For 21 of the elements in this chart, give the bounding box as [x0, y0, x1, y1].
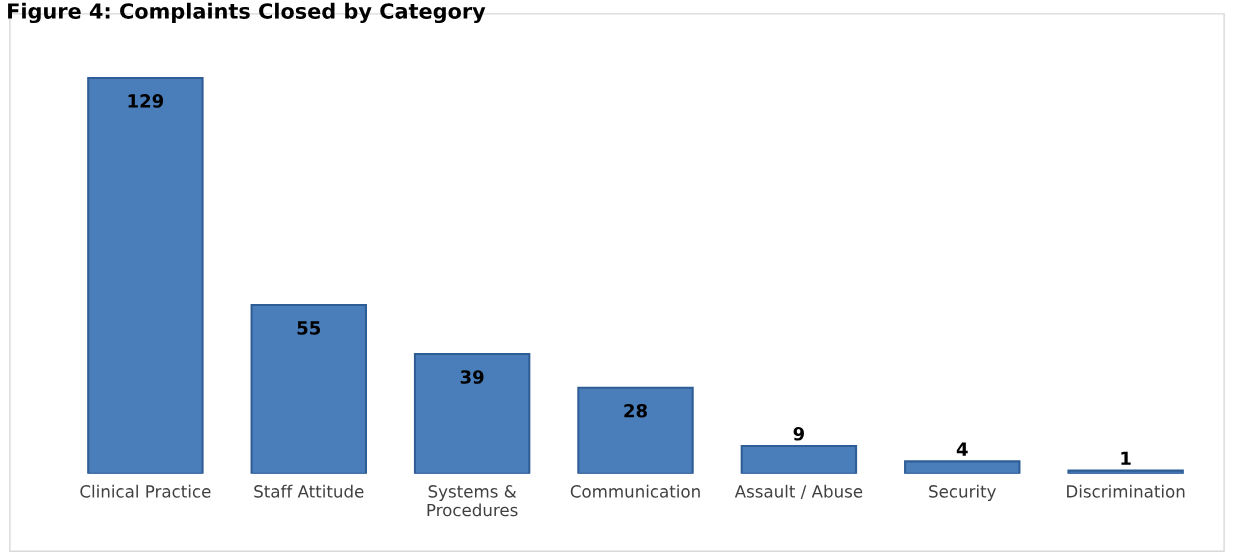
- bar: [250, 303, 367, 474]
- bar: [87, 76, 204, 474]
- data-label: 39: [460, 370, 484, 384]
- data-label: 4: [956, 442, 968, 456]
- chart-title: Figure 4: Complaints Closed by Category: [8, 2, 486, 24]
- x-tick-label: Systems & Procedures: [427, 485, 518, 517]
- x-tick-label: Assault / Abuse: [734, 484, 863, 499]
- data-label: 9: [793, 426, 805, 441]
- data-label: 1: [1121, 451, 1131, 465]
- bar: [904, 460, 1021, 474]
- x-tick-label: Security: [929, 484, 996, 501]
- data-label: 55: [297, 321, 321, 335]
- bar: [413, 353, 531, 474]
- bar: [740, 445, 858, 474]
- x-tick-label: Clinical Practice: [80, 484, 211, 498]
- bar: [577, 386, 694, 474]
- x-tick-label: Staff Attitude: [254, 484, 364, 498]
- x-tick-label: Communication: [570, 484, 700, 498]
- data-label: 28: [624, 403, 647, 418]
- data-label: 129: [128, 94, 164, 108]
- x-tick-label: Discrimination: [1067, 484, 1185, 498]
